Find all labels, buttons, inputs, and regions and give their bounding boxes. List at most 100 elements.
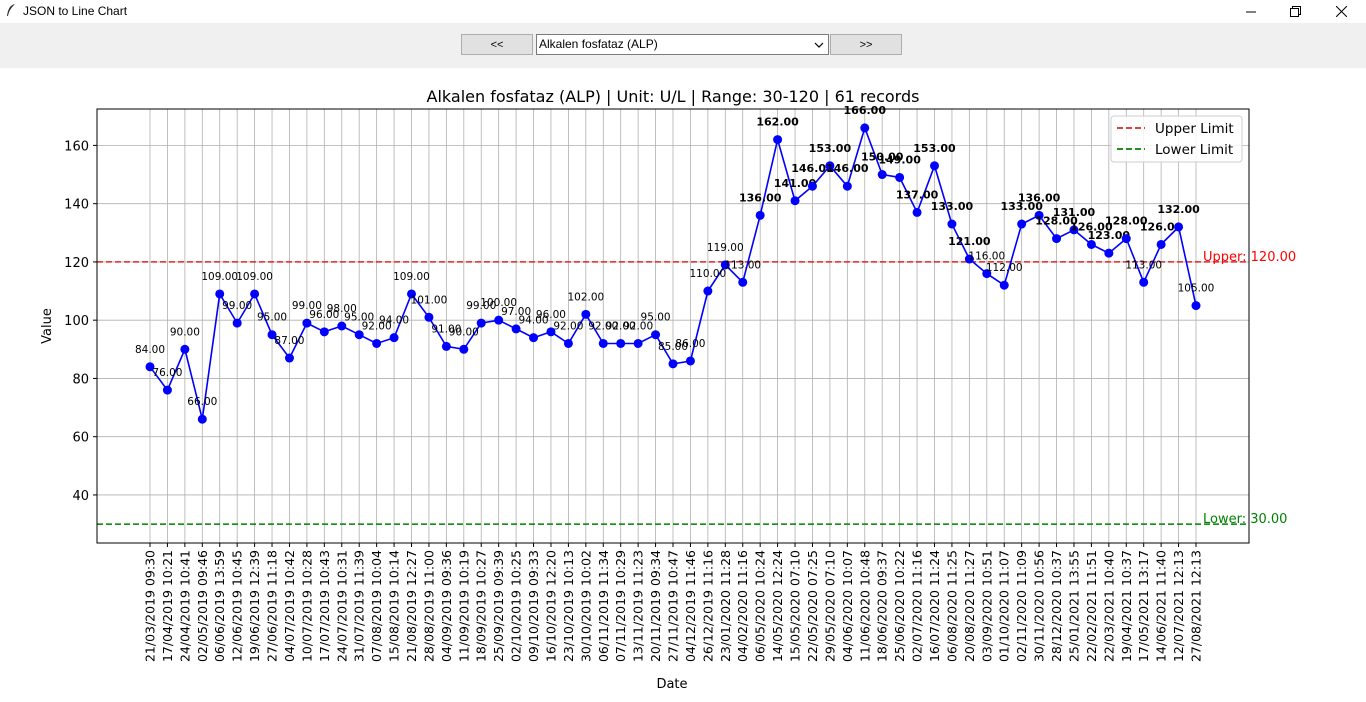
x-tick-label: 06/08/2020 11:25	[944, 550, 959, 662]
data-point	[860, 123, 870, 133]
data-label: 110.00	[689, 268, 726, 280]
x-tick-label: 29/05/2020 07:10	[822, 550, 837, 662]
close-icon[interactable]	[1318, 0, 1364, 23]
data-point	[581, 309, 591, 319]
data-label: 109.00	[201, 271, 238, 283]
data-label: 76.00	[152, 367, 182, 379]
data-point	[999, 280, 1009, 290]
x-tick-label: 20/11/2019 09:34	[648, 550, 663, 662]
x-tick-label: 15/05/2020 07:10	[788, 550, 803, 662]
toolbar: << Alkalen fosfataz (ALP) >>	[0, 23, 1366, 68]
window-title: JSON to Line Chart	[23, 4, 128, 18]
data-label: 121.00	[948, 235, 991, 248]
y-axis-label: Value	[40, 308, 55, 344]
data-point	[616, 338, 626, 348]
data-label: 126.00	[1140, 220, 1183, 233]
x-tick-label: 26/12/2019 11:16	[700, 550, 715, 662]
data-point	[215, 289, 225, 299]
x-tick-label: 02/05/2019 09:46	[195, 550, 210, 662]
data-label: 126.00	[1070, 220, 1113, 233]
x-tick-label: 21/03/2019 09:30	[143, 550, 158, 662]
x-tick-label: 04/12/2019 11:46	[683, 550, 698, 662]
data-point	[162, 385, 172, 395]
x-tick-label: 10/07/2019 10:28	[299, 550, 314, 662]
chart-title: Alkalen fosfataz (ALP) | Unit: U/L | Ran…	[427, 87, 920, 106]
data-label: 90.00	[170, 326, 200, 338]
data-point	[1052, 234, 1062, 244]
data-point	[912, 207, 922, 217]
data-label: 98.00	[327, 303, 357, 315]
restore-icon[interactable]	[1272, 0, 1318, 23]
data-point	[930, 161, 939, 171]
data-point	[1139, 277, 1149, 287]
data-label: 119.00	[707, 242, 744, 254]
chevron-down-icon[interactable]	[812, 35, 826, 54]
data-point	[319, 327, 329, 337]
x-tick-label: 04/02/2020 11:16	[735, 550, 750, 662]
lower-limit-label: Lower: 30.00	[1203, 512, 1287, 527]
data-label: 92.00	[553, 320, 583, 332]
data-label: 112.00	[986, 262, 1023, 274]
data-label: 99.00	[466, 300, 496, 312]
next-button[interactable]: >>	[830, 34, 902, 55]
data-point	[354, 330, 364, 340]
minimize-icon[interactable]	[1228, 0, 1274, 23]
data-label: 128.00	[1035, 215, 1078, 228]
data-label: 137.00	[896, 188, 939, 201]
data-point	[1069, 225, 1079, 235]
data-label: 146.00	[826, 162, 869, 175]
test-select[interactable]: Alkalen fosfataz (ALP)	[536, 34, 829, 55]
data-label: 109.00	[236, 271, 273, 283]
data-point	[197, 414, 207, 424]
data-label: 96.00	[309, 309, 339, 321]
data-point	[825, 161, 835, 171]
x-tick-label: 21/08/2019 12:27	[404, 550, 419, 662]
data-label: 95.00	[257, 312, 287, 324]
x-tick-label: 25/01/2021 13:55	[1066, 550, 1081, 662]
data-point	[389, 333, 399, 343]
data-label: 141.00	[774, 177, 817, 190]
line-chart: Upper: 120.00 Lower: 30.00 84.00 76.00 90.00…	[40, 87, 1296, 692]
data-point	[232, 318, 242, 328]
data-label: 153.00	[809, 142, 852, 155]
data-point	[877, 170, 887, 180]
data-label: 113.00	[1125, 259, 1162, 271]
data-label: 92.00	[588, 320, 618, 332]
x-tick-label: 16/07/2020 11:24	[927, 550, 942, 662]
data-point	[773, 135, 783, 145]
y-tick-label: 40	[72, 489, 89, 504]
previous-button[interactable]: <<	[461, 34, 533, 55]
x-tick-label: 11/09/2019 10:19	[456, 550, 471, 662]
data-label: 100.00	[480, 297, 517, 309]
x-tick-label: 16/10/2019 12:20	[543, 550, 558, 662]
upper-limit-label: Upper: 120.00	[1203, 250, 1296, 265]
data-point	[476, 318, 486, 328]
y-tick-label: 140	[64, 198, 89, 213]
data-point	[1086, 239, 1096, 249]
data-point	[267, 330, 277, 340]
data-label: 109.00	[393, 271, 430, 283]
data-label: 153.00	[913, 142, 956, 155]
x-tick-label: 13/11/2019 11:23	[631, 550, 646, 662]
x-tick-label: 02/10/2019 10:25	[509, 550, 524, 662]
data-label: 94.00	[519, 315, 549, 327]
x-tick-label: 27/11/2019 10:47	[666, 550, 681, 662]
data-label: 123.00	[1088, 229, 1131, 242]
title-bar: JSON to Line Chart	[0, 0, 1366, 23]
x-axis-label: Date	[656, 677, 687, 692]
x-tick-label: 25/09/2019 09:39	[491, 550, 506, 662]
data-label: 87.00	[274, 335, 304, 347]
data-point	[685, 356, 695, 366]
y-tick-label: 60	[72, 431, 89, 446]
x-tick-label: 06/06/2019 13:59	[212, 550, 227, 662]
x-tick-label: 17/05/2021 13:17	[1136, 550, 1151, 662]
data-point	[372, 338, 382, 348]
data-label: 136.00	[739, 191, 782, 204]
x-tick-label: 20/08/2020 11:27	[962, 550, 977, 662]
data-label: 95.00	[344, 312, 374, 324]
data-point	[494, 315, 504, 325]
data-point	[511, 324, 521, 334]
data-label: 162.00	[756, 116, 799, 129]
x-tick-label: 30/11/2020 10:56	[1032, 550, 1047, 662]
x-tick-label: 18/06/2020 09:37	[875, 550, 890, 662]
